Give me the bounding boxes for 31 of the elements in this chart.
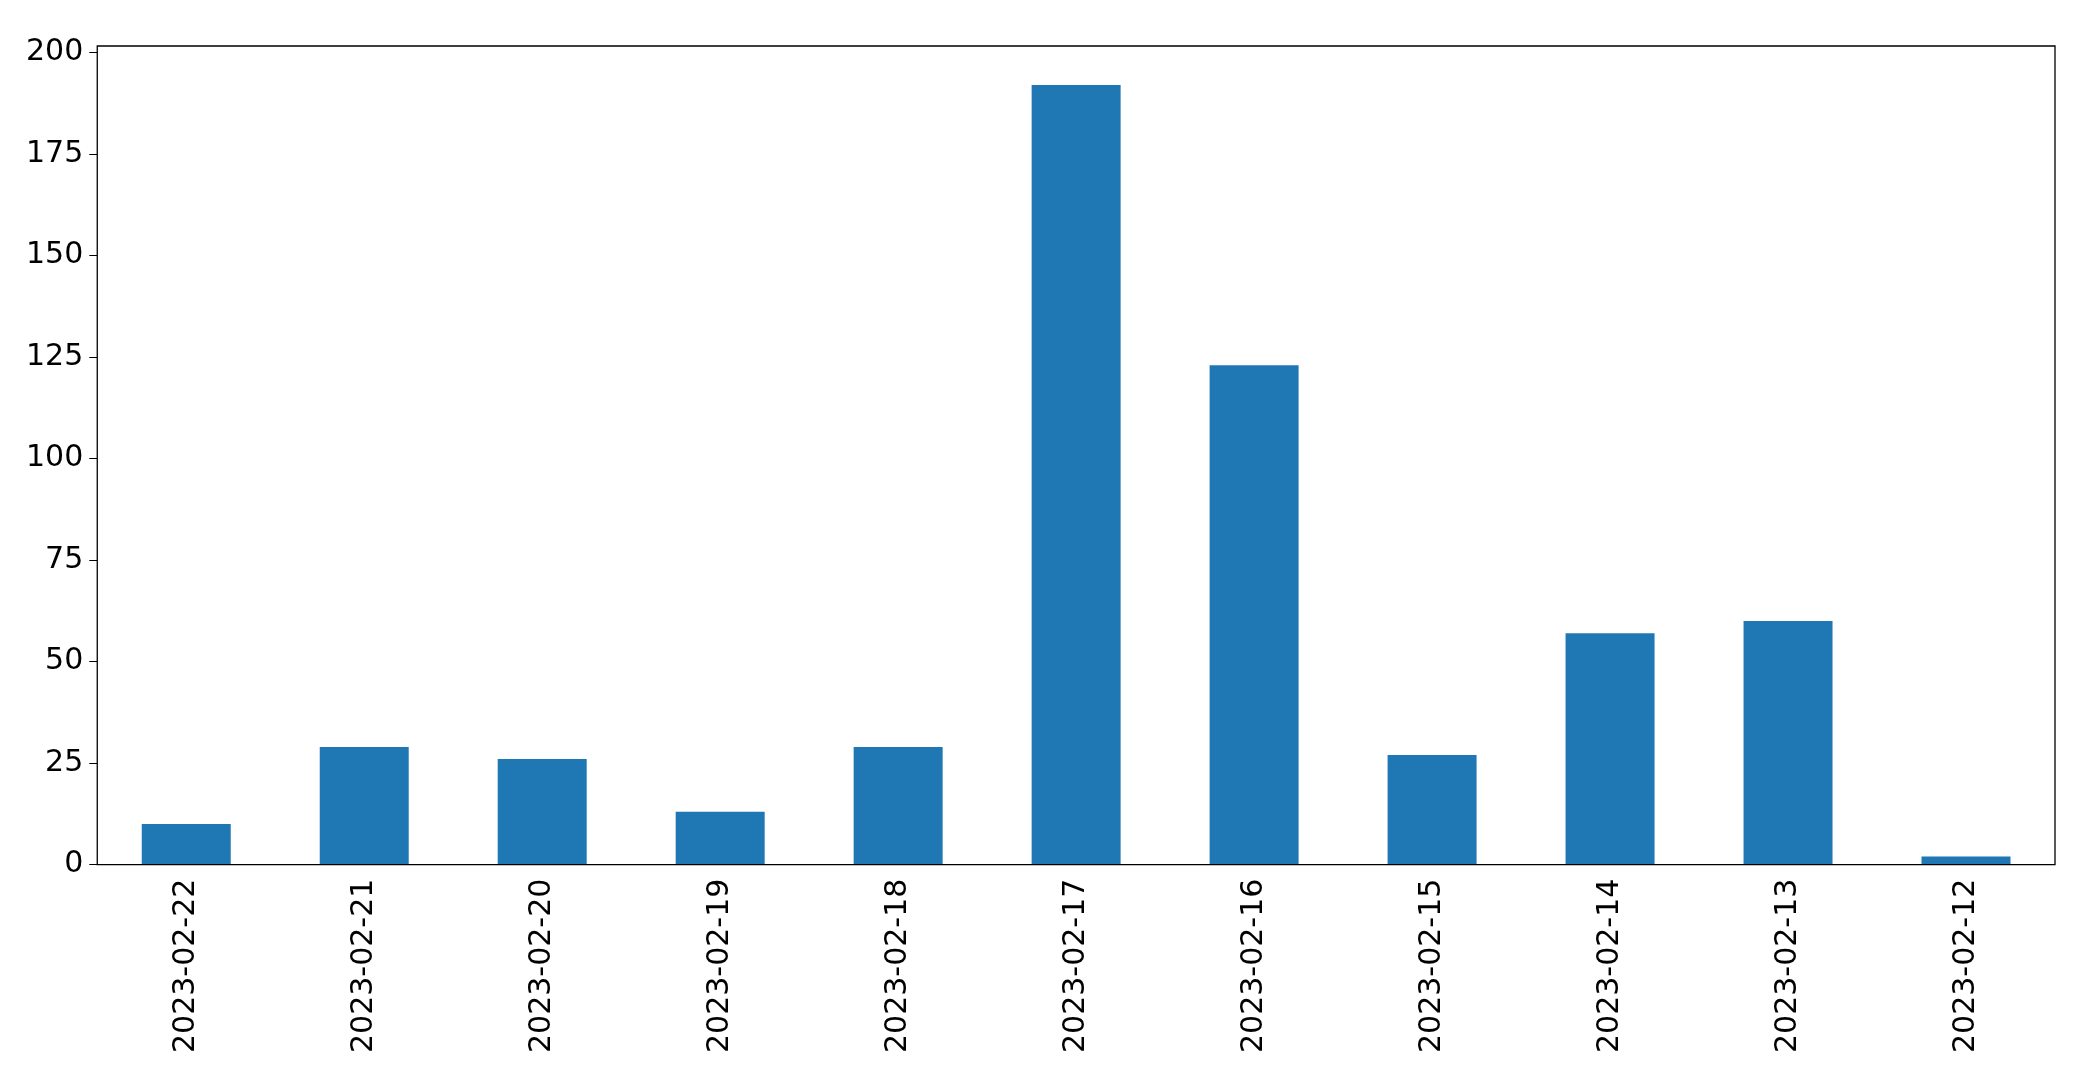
y-tick-label: 125 <box>26 336 84 372</box>
bar <box>1565 633 1655 865</box>
bar <box>497 759 587 865</box>
y-tick-label: 175 <box>26 133 84 169</box>
bar <box>1209 365 1299 865</box>
x-tick-label: 2023-02-16 <box>1233 878 1269 1054</box>
y-tick-label: 75 <box>45 539 84 575</box>
bar <box>853 746 943 865</box>
x-tick-label: 2023-02-17 <box>1055 878 1091 1054</box>
y-tick-label: 200 <box>26 32 84 68</box>
bar <box>1031 84 1121 865</box>
x-tick-label: 2023-02-12 <box>1945 878 1981 1054</box>
x-tick-label: 2023-02-20 <box>522 878 557 1054</box>
y-tick-label: 25 <box>45 742 84 778</box>
y-tick-label: 0 <box>64 844 84 880</box>
bar <box>1743 621 1833 865</box>
x-tick-label: 2023-02-13 <box>1767 878 1803 1054</box>
x-tick-label: 2023-02-22 <box>166 878 202 1054</box>
y-tick-label: 150 <box>26 235 84 271</box>
x-tick-label: 2023-02-19 <box>699 878 735 1054</box>
bar <box>319 746 409 865</box>
x-tick-label: 2023-02-14 <box>1589 878 1625 1054</box>
bar <box>675 811 765 865</box>
x-tick-label: 2023-02-21 <box>344 878 380 1054</box>
y-tick-label: 100 <box>26 438 84 474</box>
x-tick-label: 2023-02-15 <box>1411 878 1447 1054</box>
y-tick-label: 50 <box>45 641 84 677</box>
bar <box>141 824 231 865</box>
x-tick-label: 2023-02-18 <box>877 878 913 1054</box>
bar <box>1921 856 2011 865</box>
bar <box>1387 755 1477 865</box>
